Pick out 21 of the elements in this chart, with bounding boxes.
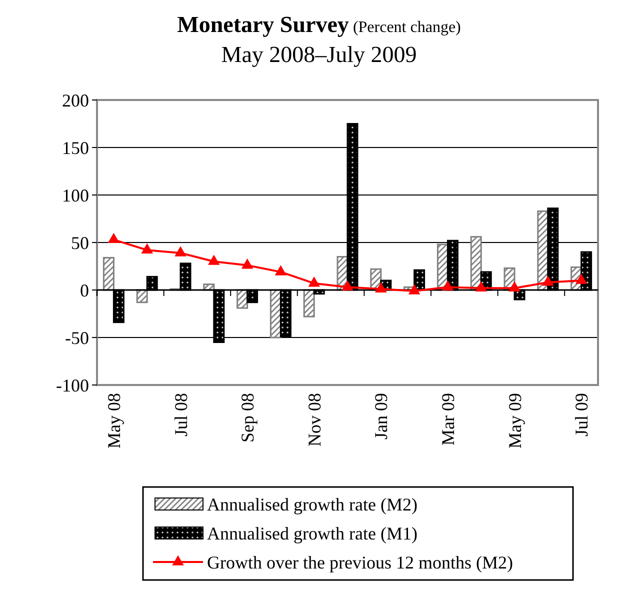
x-tick-label: Jul 09 bbox=[572, 393, 592, 437]
x-tick-label: Jul 08 bbox=[170, 393, 191, 437]
legend-label: Growth over the previous 12 months (M2) bbox=[207, 552, 513, 572]
chart-title: Monetary Survey bbox=[177, 12, 350, 37]
x-tick-label: May 09 bbox=[504, 393, 525, 448]
legend-label: Annualised growth rate (M1) bbox=[207, 523, 418, 544]
chart-subtitle: (Percent change) bbox=[348, 19, 461, 36]
y-tick-label: -100 bbox=[56, 375, 89, 396]
text: May 2008–July 2009 bbox=[221, 42, 417, 67]
y-tick-label: 100 bbox=[62, 185, 89, 206]
x-tick-label: Mar 09 bbox=[438, 393, 458, 446]
y-tick-label: 50 bbox=[71, 232, 89, 253]
y-tick-label: 0 bbox=[80, 280, 89, 300]
x-tick-label: Nov 08 bbox=[304, 393, 324, 446]
x-tick-label: Jan 09 bbox=[371, 393, 392, 440]
x-tick-label: May 08 bbox=[104, 393, 124, 448]
y-tick-label: -50 bbox=[65, 328, 89, 348]
y-tick-label: 150 bbox=[62, 138, 89, 158]
legend-label: Annualised growth rate (M2) bbox=[207, 494, 418, 514]
y-tick-label: 200 bbox=[62, 90, 89, 110]
x-tick-label: Sep 08 bbox=[238, 393, 258, 442]
